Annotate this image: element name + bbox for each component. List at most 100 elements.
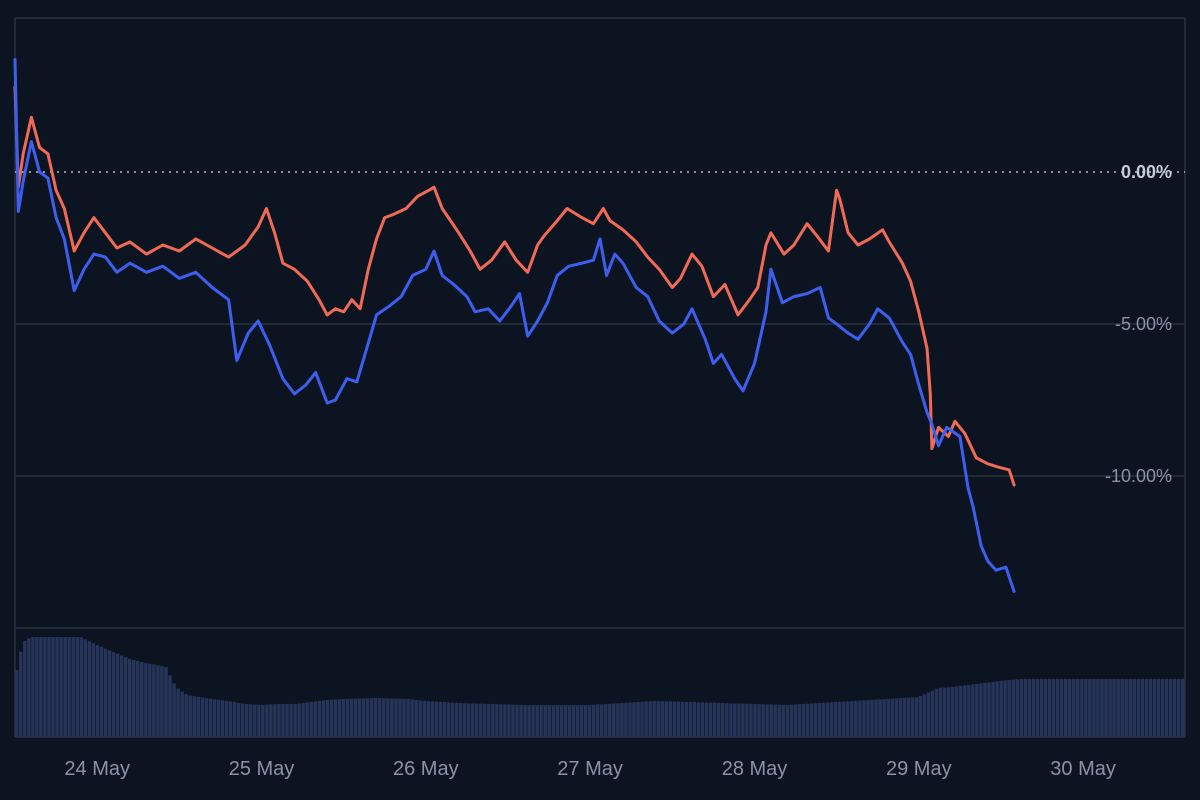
volume-bar [289,704,293,737]
series-red-line [13,85,1016,487]
volume-bar [539,705,543,737]
y-tick-label: 0.00% [1121,162,1172,182]
volume-bar [712,702,717,737]
volume-bar [410,699,414,737]
volume-bar [269,704,273,737]
volume-bar [531,705,535,737]
volume-bar [644,701,648,737]
volume-bar [111,652,116,737]
volume-bar [83,639,88,737]
volume-bar [894,698,898,737]
volume-bar [140,661,144,737]
volume-bar [648,701,652,737]
volume-bar [898,698,902,737]
volume-bar [793,704,798,737]
volume-bar [107,650,112,737]
volume-bar [487,703,491,737]
volume-bar [249,704,253,737]
volume-bar [329,699,334,737]
volume-bar [148,663,152,737]
volume-bar [434,701,439,737]
volume-bar [971,684,975,737]
volume-bar [398,698,402,737]
volume-bar [704,702,709,737]
volume-bar [382,698,386,737]
volume-bar [317,700,322,737]
volume-bar [1055,679,1060,737]
y-tick-label: -5.00% [1115,314,1172,334]
volume-bar [1176,679,1181,737]
volume-bar [1144,679,1149,737]
volume-bar [200,697,205,737]
volume-bar [983,682,987,737]
volume-bar [99,646,104,737]
volume-bar [374,698,378,737]
volume-bar [176,688,180,737]
volume-bar [519,704,523,737]
label-layer: 0.00% -5.00% -10.00% 24 May 25 May 26 May 27 M… [64,162,1172,780]
volume-bar [446,702,451,737]
volume-bar [1164,679,1169,737]
volume-bar [103,648,108,737]
volume-bar [608,703,612,737]
volume-bar [1051,679,1056,737]
volume-bar [47,637,51,737]
volume-bar [1160,679,1165,737]
x-tick-label: 29 May [886,758,952,780]
volume-bar [462,703,467,737]
volume-bar [285,704,289,737]
volume-bar [277,704,281,737]
volume-bar [180,691,184,737]
volume-bar [67,637,71,737]
volume-bar [253,704,257,737]
volume-bar [591,704,596,737]
volume-bar [817,703,822,737]
volume-bar [293,703,297,737]
volume-bar [152,664,156,737]
volume-bar [918,696,923,737]
volume-bar [829,702,834,737]
volume-bar [959,685,963,737]
volume-bar [454,702,459,737]
volume-bar [495,704,499,737]
volume-bar [979,683,983,737]
volume-bar [612,703,616,737]
volume-bar [59,637,63,737]
volume-bar [265,704,269,737]
volume-bar [297,703,301,737]
volume-bar [79,637,83,737]
volume-bar [1116,679,1120,737]
volume-bar [1120,679,1124,737]
volume-bar [19,651,23,737]
volume-bar [31,637,35,737]
volume-bar [172,683,176,737]
volume-bar [963,685,967,737]
volume-bar [938,687,943,737]
volume-bar [1023,679,1028,737]
volume-bar [624,702,628,737]
volume-bar [926,692,931,737]
volume-bar [240,703,245,737]
volume-bar [406,698,410,737]
volume-bar [874,699,878,737]
volume-bar [854,700,858,737]
volume-bar [850,701,854,737]
volume-bar [507,704,511,737]
volume-bar [922,694,927,737]
volume-bar [741,703,745,737]
volume-layer [15,637,1185,737]
volume-bar [914,697,919,737]
volume-bar [567,705,572,737]
x-tick-label: 24 May [64,758,130,780]
volume-bar [640,701,644,737]
volume-bar [418,700,422,737]
volume-bar [1112,679,1116,737]
volume-bar [261,704,265,737]
volume-bar [834,702,838,737]
volume-bar [632,702,636,737]
volume-bar [551,705,556,737]
volume-bar [1084,679,1088,737]
x-tick-label: 26 May [393,758,459,780]
volume-bar [386,698,390,737]
